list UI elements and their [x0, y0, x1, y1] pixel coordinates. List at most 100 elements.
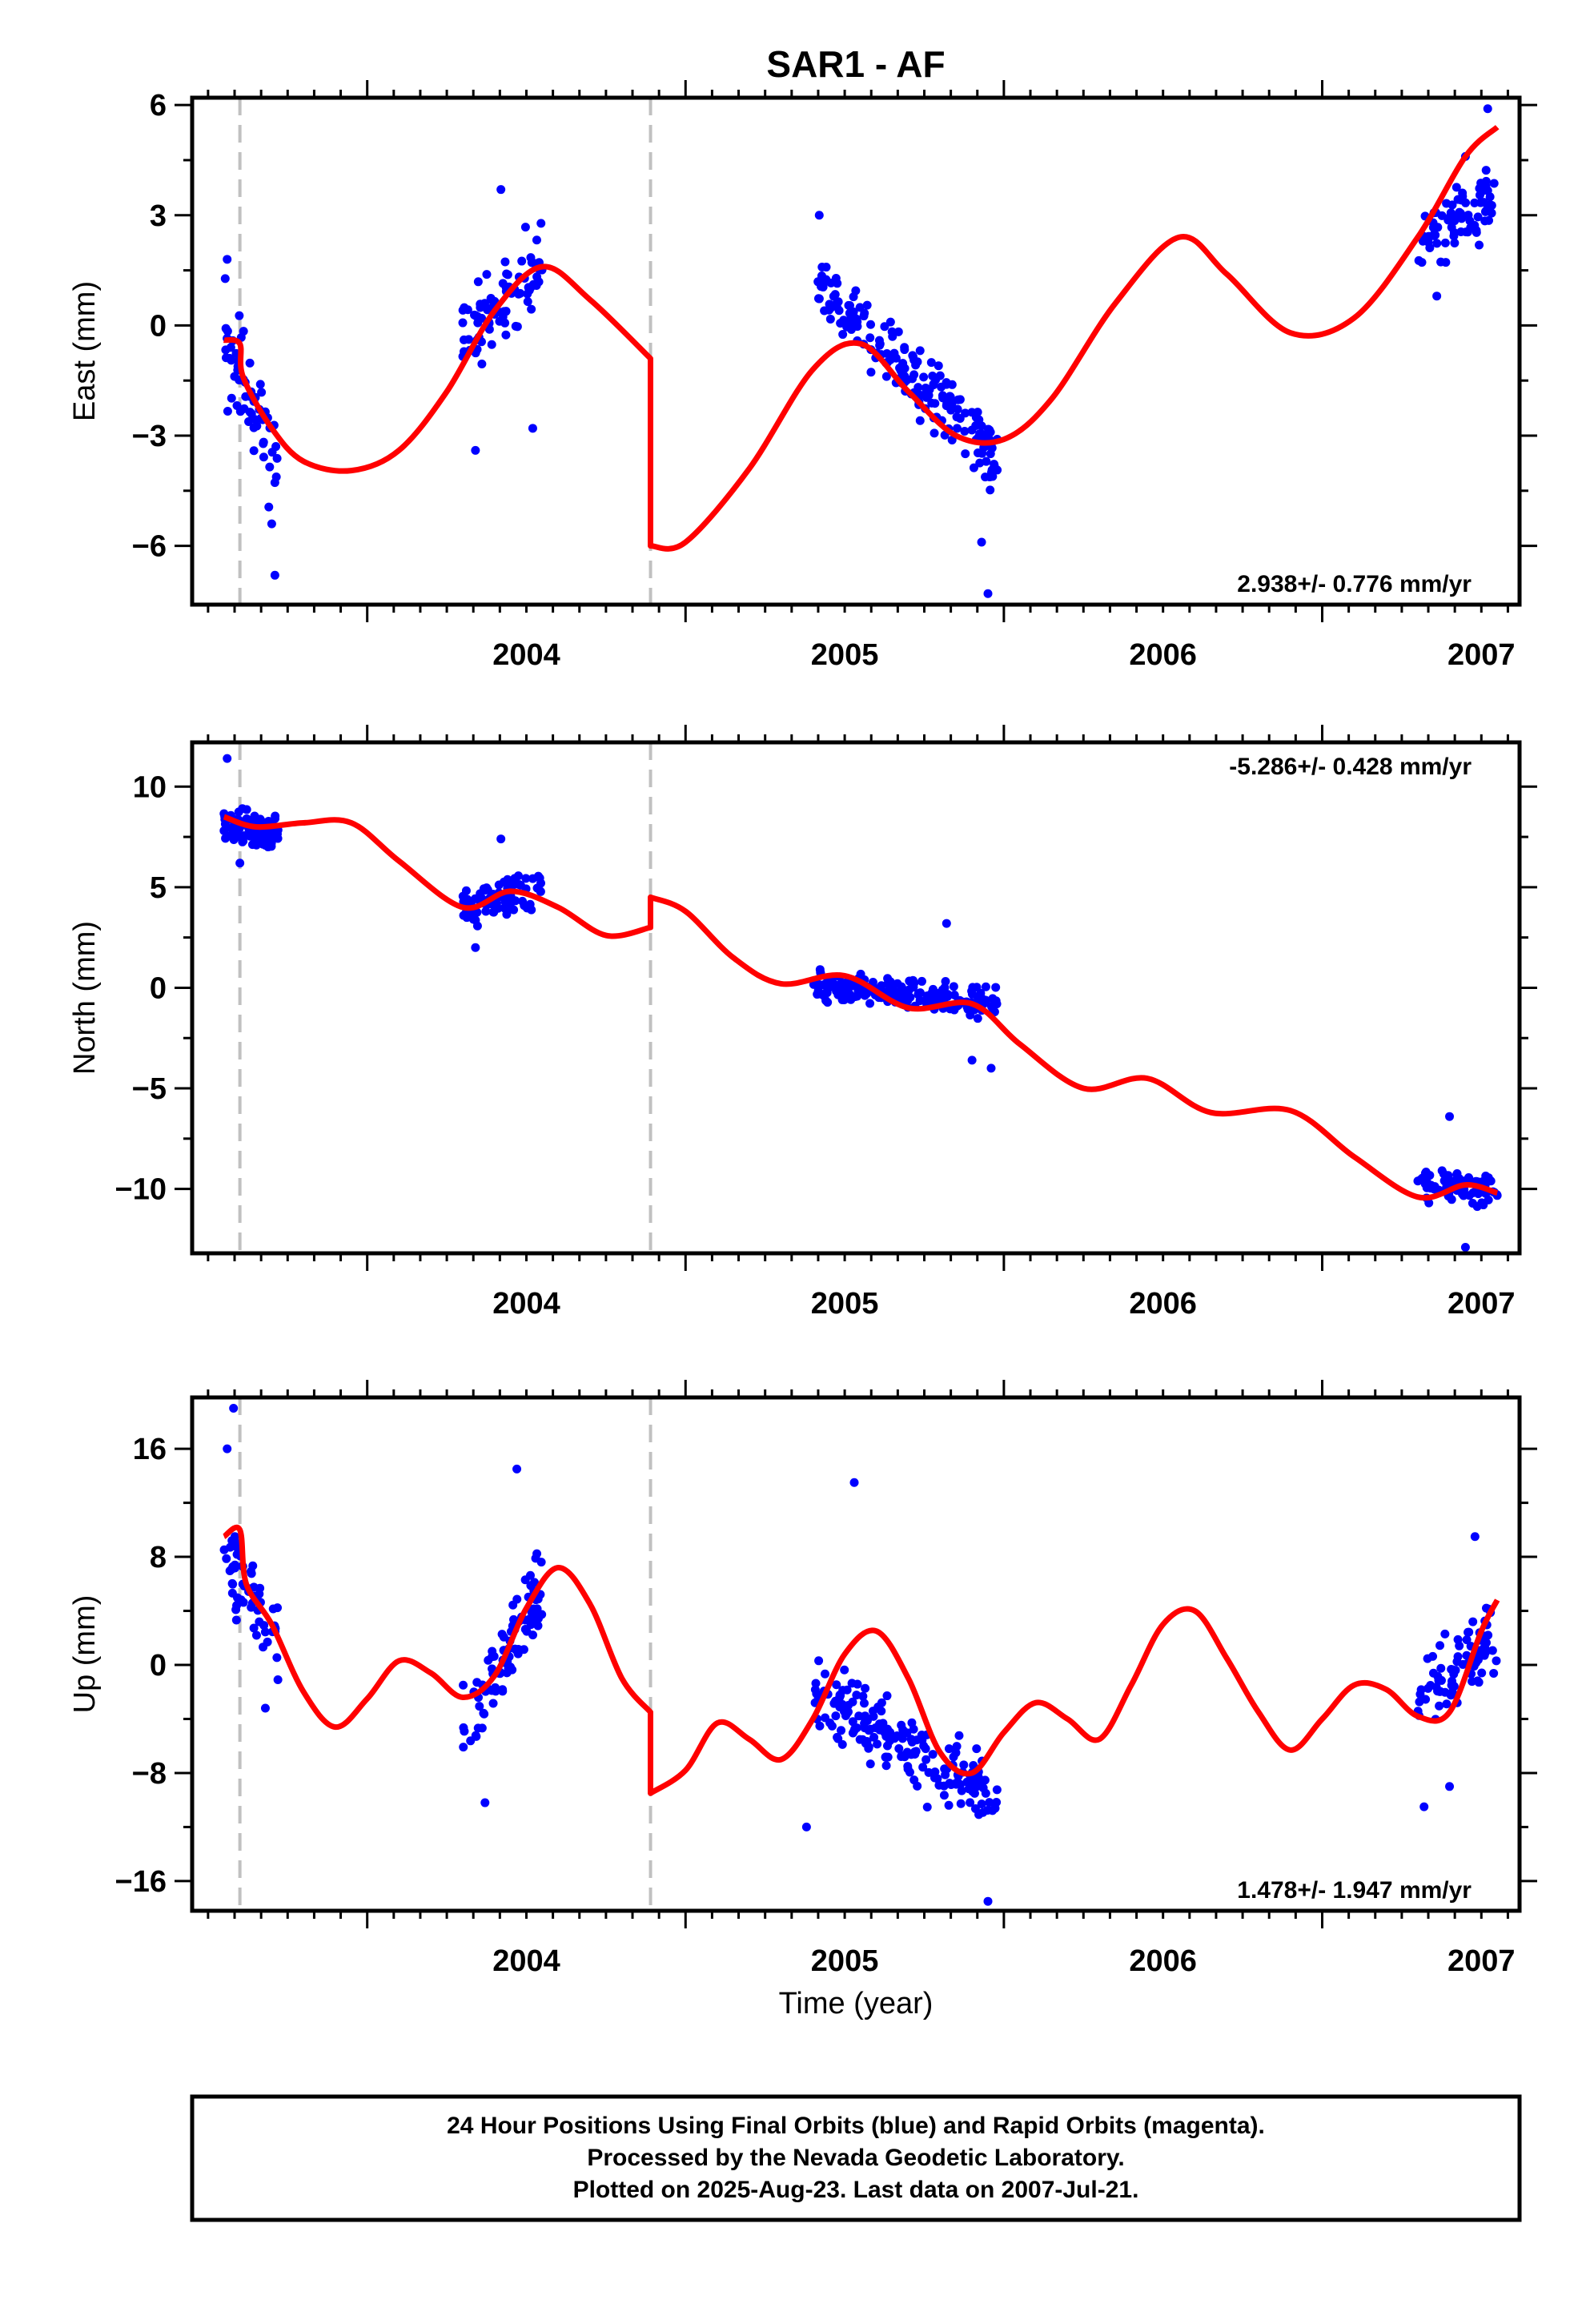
obs-point [840, 1665, 849, 1675]
obs-point [893, 979, 902, 988]
obs-point [943, 990, 953, 999]
obs-point [908, 975, 917, 985]
obs-point [1428, 1651, 1438, 1661]
obs-point [900, 343, 909, 352]
obs-point [1424, 1198, 1434, 1208]
obs-point [919, 1741, 929, 1751]
obs-point [1470, 1532, 1480, 1542]
obs-point [834, 306, 844, 316]
obs-point [875, 339, 885, 348]
obs-point [849, 292, 858, 302]
obs-point [978, 1807, 988, 1817]
obs-point [831, 1711, 841, 1721]
obs-point [1460, 1242, 1470, 1252]
obs-point [1481, 1172, 1491, 1181]
obs-point [257, 388, 267, 397]
obs-point [981, 1788, 990, 1798]
obs-point [945, 1779, 954, 1788]
obs-point [221, 834, 231, 843]
obs-point [1464, 211, 1473, 220]
obs-point [883, 1752, 893, 1762]
obs-point [944, 1744, 954, 1754]
obs-point [977, 537, 986, 547]
obs-point [842, 1685, 852, 1695]
obs-point [227, 1536, 237, 1546]
obs-point [536, 1558, 546, 1567]
obs-point [1464, 1191, 1474, 1200]
obs-point [1488, 1646, 1497, 1655]
obs-point [1492, 1656, 1501, 1666]
obs-point [260, 1627, 270, 1637]
obs-point [813, 990, 822, 999]
obs-point [977, 421, 986, 431]
obs-point [496, 834, 506, 844]
obs-point [466, 1736, 476, 1746]
y-tick-label: 3 [150, 199, 167, 233]
obs-point [499, 1632, 508, 1642]
panel-north: 2004 2005 2006 2007 −10 −5 0 5 10 North (mm) -5.28… [68, 725, 1537, 1321]
obs-point [1422, 1183, 1431, 1192]
obs-point [853, 1679, 862, 1689]
obs-point [862, 300, 872, 310]
obs-point [520, 901, 529, 911]
obs-point [488, 907, 498, 917]
y-tick-label: −10 [115, 1173, 167, 1207]
x-tick-label: 2006 [1129, 1944, 1197, 1978]
obs-point [476, 303, 485, 312]
obs-point [906, 1750, 916, 1759]
obs-point [845, 301, 854, 311]
x-tick-label: 2007 [1447, 1287, 1516, 1321]
obs-point [480, 1709, 489, 1719]
obs-point [267, 842, 276, 851]
obs-point [915, 346, 925, 356]
obs-point [487, 340, 496, 349]
obs-point [915, 988, 925, 998]
chart-title: SAR1 - AF [766, 43, 945, 85]
obs-point [833, 1734, 843, 1743]
obs-point [913, 383, 923, 392]
obs-point [818, 980, 828, 990]
obs-point [909, 1775, 919, 1785]
x-tick-label: 2005 [811, 1944, 879, 1978]
obs-point [1457, 1189, 1467, 1199]
obs-point [956, 1779, 966, 1789]
obs-point [992, 1785, 1002, 1795]
obs-point [898, 359, 908, 368]
obs-point [855, 1735, 865, 1744]
obs-point [222, 1554, 231, 1563]
obs-point [529, 259, 539, 268]
obs-point [1484, 1195, 1493, 1204]
obs-point [1429, 230, 1439, 239]
obs-point [934, 361, 943, 371]
obs-point [244, 417, 254, 427]
obs-point [861, 1711, 870, 1721]
obs-point [972, 1744, 982, 1754]
y-tick-label: 0 [150, 1649, 167, 1683]
obs-point [272, 453, 282, 463]
y-tick-label: 6 [150, 89, 167, 123]
caption-box: 24 Hour Positions Using Final Orbits (bl… [190, 2094, 1522, 2222]
obs-point [846, 995, 856, 1004]
obs-point [866, 320, 876, 329]
obs-point [536, 887, 545, 896]
obs-point [1435, 1641, 1445, 1651]
obs-point [882, 348, 892, 358]
obs-point [471, 915, 480, 925]
obs-point [532, 235, 541, 245]
obs-point [821, 263, 831, 272]
obs-point [223, 754, 232, 763]
obs-point [1426, 1681, 1435, 1691]
obs-point [825, 314, 835, 324]
obs-point [968, 1787, 978, 1796]
rate-label: -5.286+/- 0.428 mm/yr [1229, 754, 1472, 780]
obs-point [1436, 1663, 1446, 1673]
obs-point [826, 982, 836, 991]
obs-point [223, 1444, 232, 1454]
obs-point [259, 452, 268, 462]
obs-point [1483, 104, 1492, 114]
obs-point [223, 255, 232, 264]
obs-point [972, 983, 982, 992]
obs-point [913, 357, 922, 367]
obs-point [885, 1736, 894, 1746]
obs-point [504, 1664, 513, 1674]
